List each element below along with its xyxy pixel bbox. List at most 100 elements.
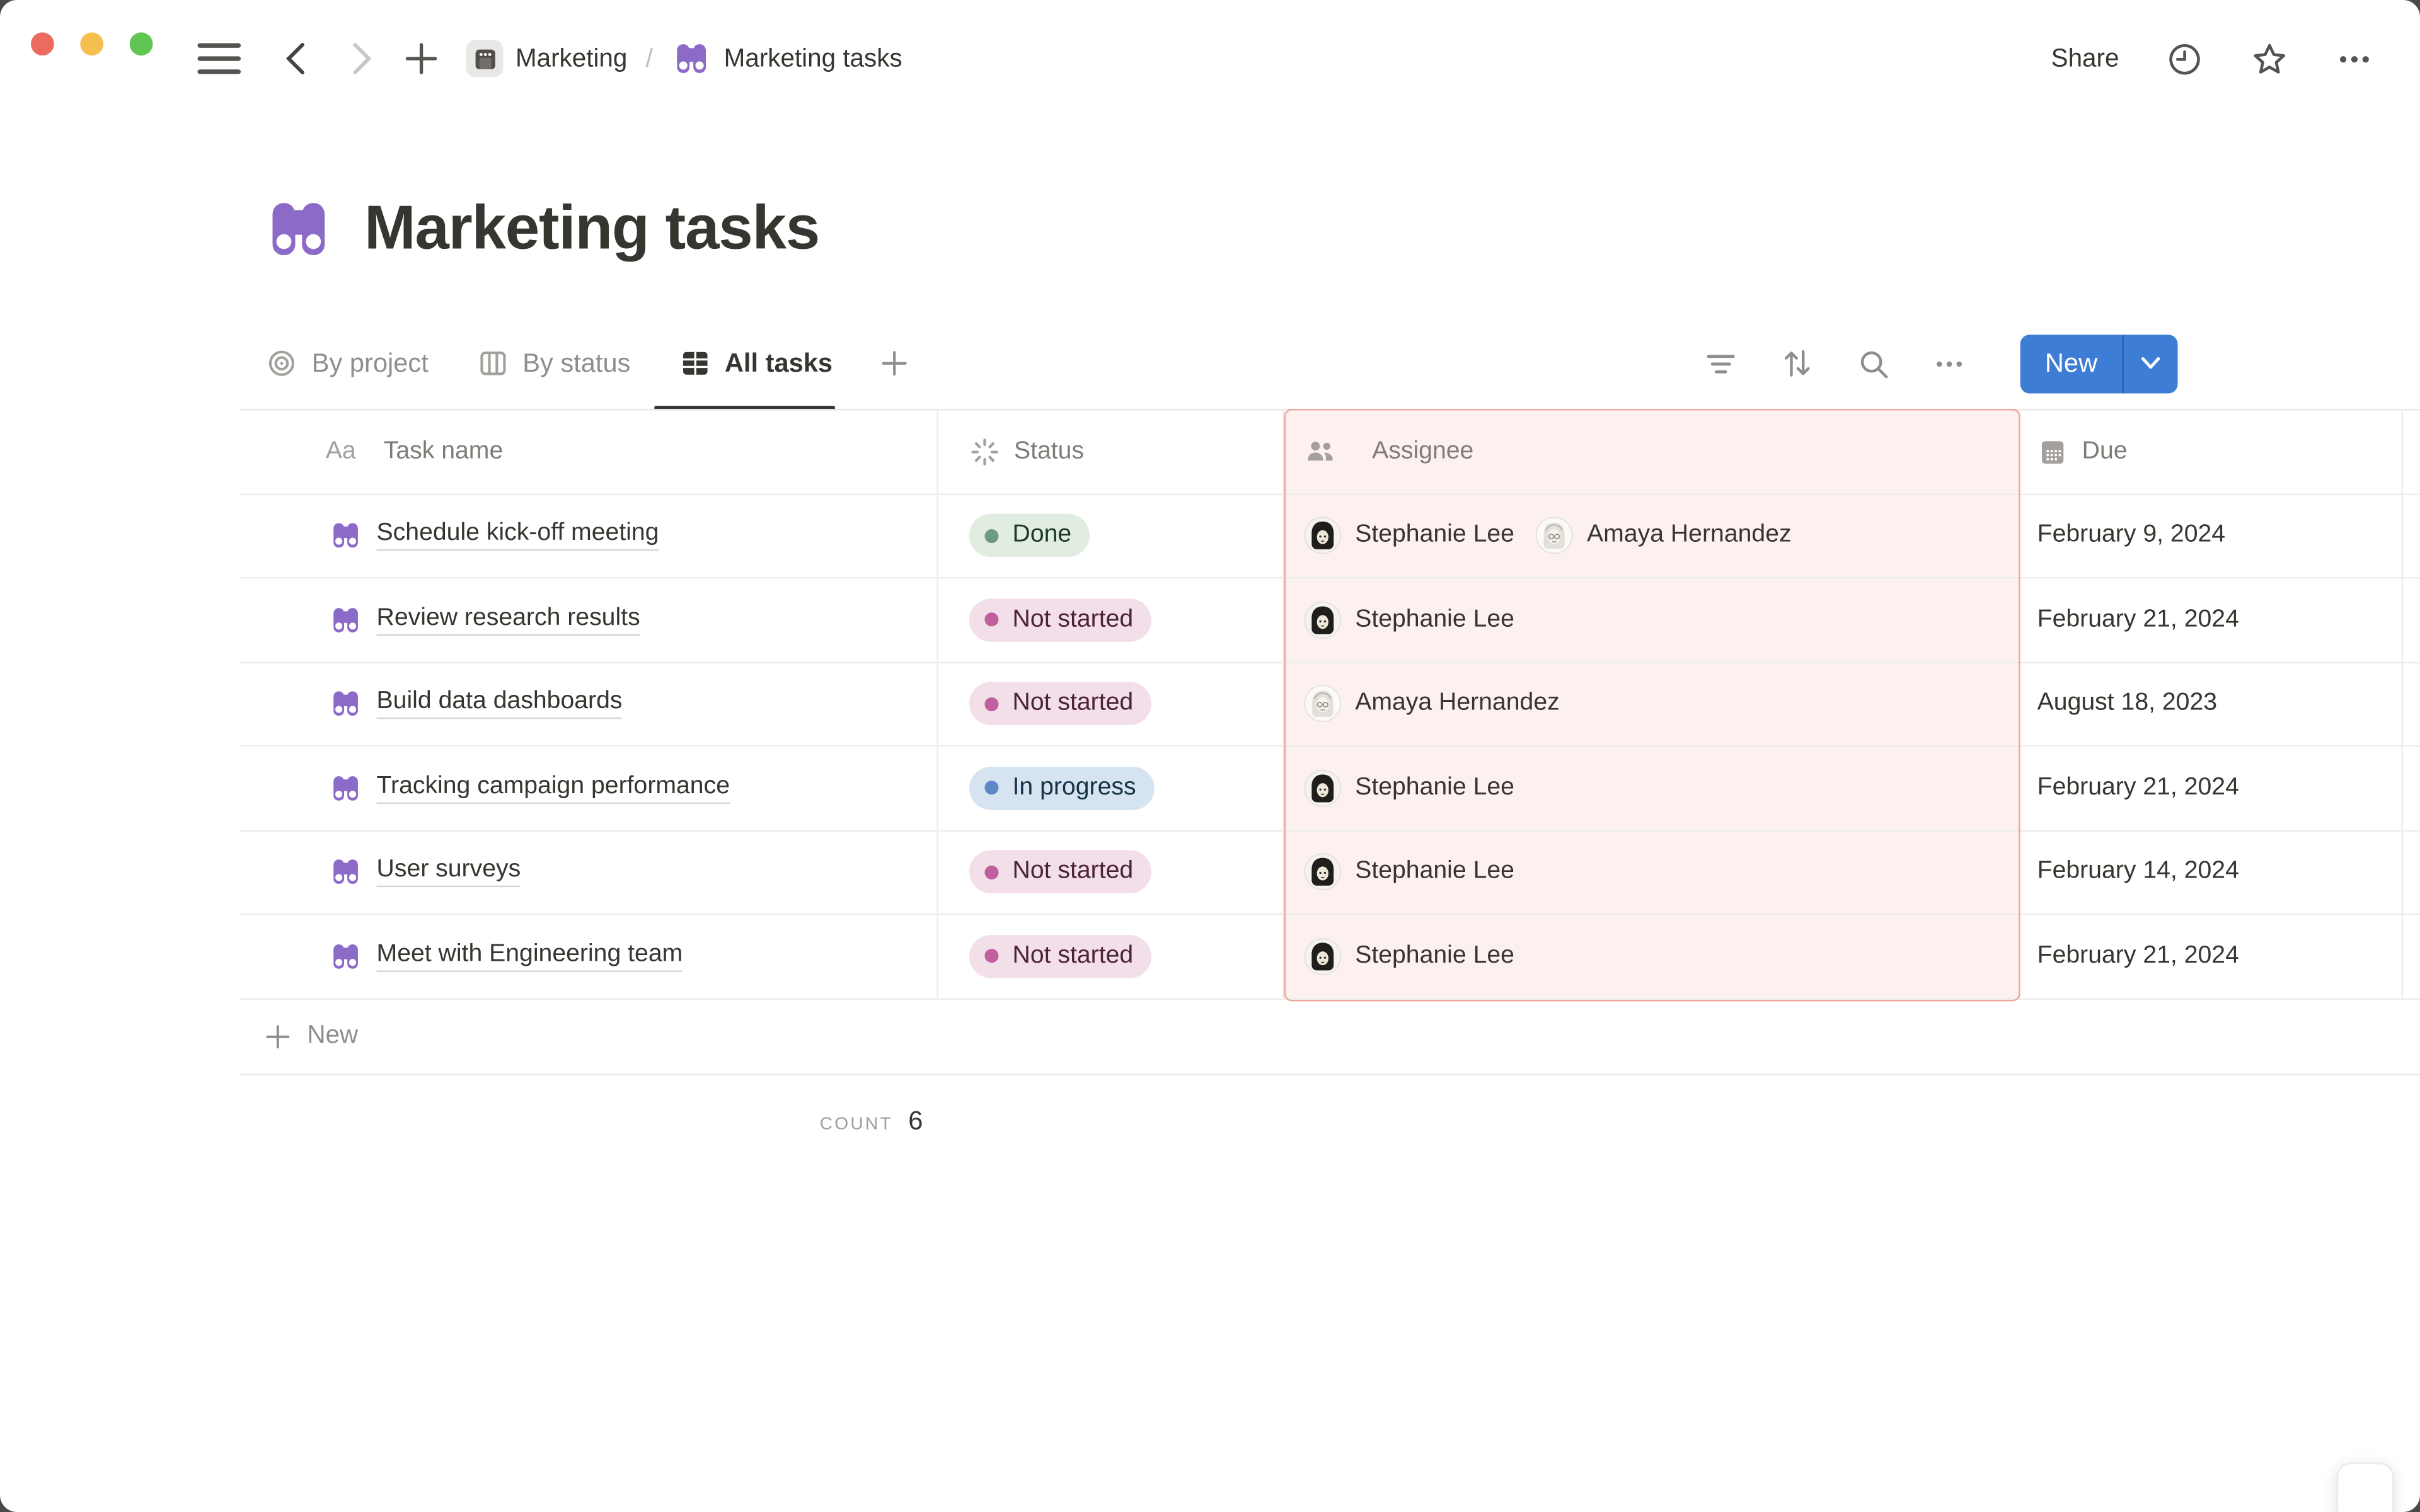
assignee-cell[interactable]: Amaya Hernandez: [1284, 662, 2020, 745]
page-header: Marketing tasks: [262, 193, 820, 265]
table-row[interactable]: Schedule kick-off meeting Done Stephanie…: [239, 494, 2420, 579]
status-cell[interactable]: In progress: [938, 747, 1284, 830]
status-spinner-icon: [969, 436, 1000, 467]
status-badge[interactable]: Done: [969, 514, 1090, 558]
assignee-chip[interactable]: Stephanie Lee: [1304, 937, 1514, 975]
assignee-chip[interactable]: Amaya Hernandez: [1304, 685, 1560, 723]
add-view-icon[interactable]: [880, 316, 910, 410]
breadcrumb-root[interactable]: Marketing: [515, 43, 628, 72]
due-cell[interactable]: February 9, 2024: [2020, 494, 2404, 577]
tab-label: By project: [311, 348, 429, 377]
table-row[interactable]: Review research results Not started Step…: [239, 578, 2420, 663]
task-title-link[interactable]: Meet with Engineering team: [376, 941, 683, 972]
sidebar-menu-icon[interactable]: [197, 38, 241, 79]
status-badge[interactable]: In progress: [969, 766, 1155, 810]
assignee-chip[interactable]: Stephanie Lee: [1304, 601, 1514, 639]
due-date: February 14, 2024: [2037, 858, 2239, 885]
new-dropdown-button[interactable]: [2124, 357, 2178, 370]
favorite-star-icon[interactable]: [2250, 39, 2289, 77]
new-page-icon[interactable]: [405, 42, 439, 76]
view-options-icon[interactable]: [1932, 346, 1966, 381]
task-title-link[interactable]: Schedule kick-off meeting: [376, 520, 659, 551]
task-name-cell[interactable]: User surveys: [239, 830, 938, 914]
column-header-status[interactable]: Status: [938, 410, 1284, 493]
table-row[interactable]: Tracking campaign performance In progres…: [239, 747, 2420, 831]
column-header-task-name[interactable]: Aa Task name: [239, 410, 938, 493]
status-cell[interactable]: Not started: [938, 662, 1284, 745]
assignee-chip[interactable]: Stephanie Lee: [1304, 769, 1514, 807]
binoculars-icon[interactable]: [262, 193, 335, 265]
teamspace-icon[interactable]: [466, 40, 504, 77]
task-title-link[interactable]: Review research results: [376, 604, 640, 636]
tab-by-status[interactable]: By status: [476, 316, 630, 410]
column-header-due[interactable]: Due: [2020, 410, 2404, 493]
assignee-chip[interactable]: Stephanie Lee: [1304, 517, 1514, 554]
task-title-link[interactable]: Build data dashboards: [376, 689, 623, 719]
breadcrumb-separator: /: [645, 43, 654, 72]
status-dot: [984, 697, 999, 711]
status-badge[interactable]: Not started: [969, 934, 1152, 978]
task-name-cell[interactable]: Tracking campaign performance: [239, 747, 938, 830]
assignee-cell[interactable]: Stephanie Lee: [1284, 578, 2020, 662]
count-label: COUNT: [819, 1114, 893, 1133]
page-title[interactable]: Marketing tasks: [364, 194, 820, 263]
due-cell[interactable]: February 21, 2024: [2020, 578, 2404, 662]
topbar-actions: Share: [2051, 39, 2374, 77]
assignee-cell[interactable]: Stephanie Lee: [1284, 830, 2020, 914]
calendar-icon: [2037, 436, 2068, 467]
status-label: In progress: [1012, 774, 1136, 801]
due-date: August 18, 2023: [2037, 690, 2218, 716]
search-icon[interactable]: [1857, 346, 1891, 381]
assignee-cell[interactable]: Stephanie Lee: [1284, 747, 2020, 830]
status-cell[interactable]: Not started: [938, 915, 1284, 998]
task-title-link[interactable]: Tracking campaign performance: [376, 772, 730, 804]
new-button[interactable]: New: [2044, 348, 2098, 377]
column-header-assignee[interactable]: Assignee: [1284, 410, 2020, 493]
share-button[interactable]: Share: [2051, 43, 2119, 72]
tab-all-tasks[interactable]: All tasks: [654, 316, 836, 411]
table-row[interactable]: Build data dashboards Not started Amaya …: [239, 662, 2420, 747]
table-footer[interactable]: COUNT 6: [239, 1075, 938, 1137]
more-options-icon[interactable]: [2335, 39, 2373, 77]
assignee-name: Stephanie Lee: [1355, 942, 1514, 969]
status-badge[interactable]: Not started: [969, 682, 1152, 726]
due-cell[interactable]: February 21, 2024: [2020, 747, 2404, 830]
assignee-chip[interactable]: Amaya Hernandez: [1536, 517, 1792, 554]
table-row[interactable]: User surveys Not started Stephanie Lee F…: [239, 830, 2420, 915]
tab-by-project[interactable]: By project: [265, 316, 429, 410]
due-cell[interactable]: February 14, 2024: [2020, 830, 2404, 914]
assignee-cell[interactable]: Stephanie Lee: [1284, 915, 2020, 998]
assignee-chip[interactable]: Stephanie Lee: [1304, 853, 1514, 891]
updates-clock-icon[interactable]: [2165, 39, 2204, 77]
due-cell[interactable]: August 18, 2023: [2020, 662, 2404, 745]
forward-icon[interactable]: [346, 40, 377, 77]
breadcrumb-current[interactable]: Marketing tasks: [723, 43, 902, 72]
status-badge[interactable]: Not started: [969, 598, 1152, 642]
status-badge[interactable]: Not started: [969, 850, 1152, 894]
sort-icon[interactable]: [1780, 346, 1815, 381]
assignee-name: Amaya Hernandez: [1587, 522, 1792, 549]
status-cell[interactable]: Not started: [938, 830, 1284, 914]
minimize-window-button[interactable]: [80, 32, 104, 56]
filter-icon[interactable]: [1704, 346, 1738, 381]
task-name-cell[interactable]: Build data dashboards: [239, 662, 938, 745]
task-title-link[interactable]: User surveys: [376, 857, 521, 888]
new-row-button[interactable]: New: [239, 999, 2420, 1075]
table-row[interactable]: Meet with Engineering team Not started S…: [239, 915, 2420, 999]
status-cell[interactable]: Done: [938, 494, 1284, 577]
database-toolbar: New: [1704, 334, 2178, 393]
task-name-cell[interactable]: Meet with Engineering team: [239, 915, 938, 998]
back-icon[interactable]: [281, 40, 312, 77]
assignee-cell[interactable]: Stephanie Lee Amaya Hernandez: [1284, 494, 2020, 577]
close-window-button[interactable]: [30, 32, 54, 56]
status-dot: [984, 949, 999, 963]
due-cell[interactable]: February 21, 2024: [2020, 915, 2404, 998]
status-dot: [984, 865, 999, 879]
help-button[interactable]: [2336, 1462, 2394, 1512]
task-name-cell[interactable]: Review research results: [239, 578, 938, 662]
status-cell[interactable]: Not started: [938, 578, 1284, 662]
zoom-window-button[interactable]: [129, 32, 153, 56]
task-name-cell[interactable]: Schedule kick-off meeting: [239, 494, 938, 577]
